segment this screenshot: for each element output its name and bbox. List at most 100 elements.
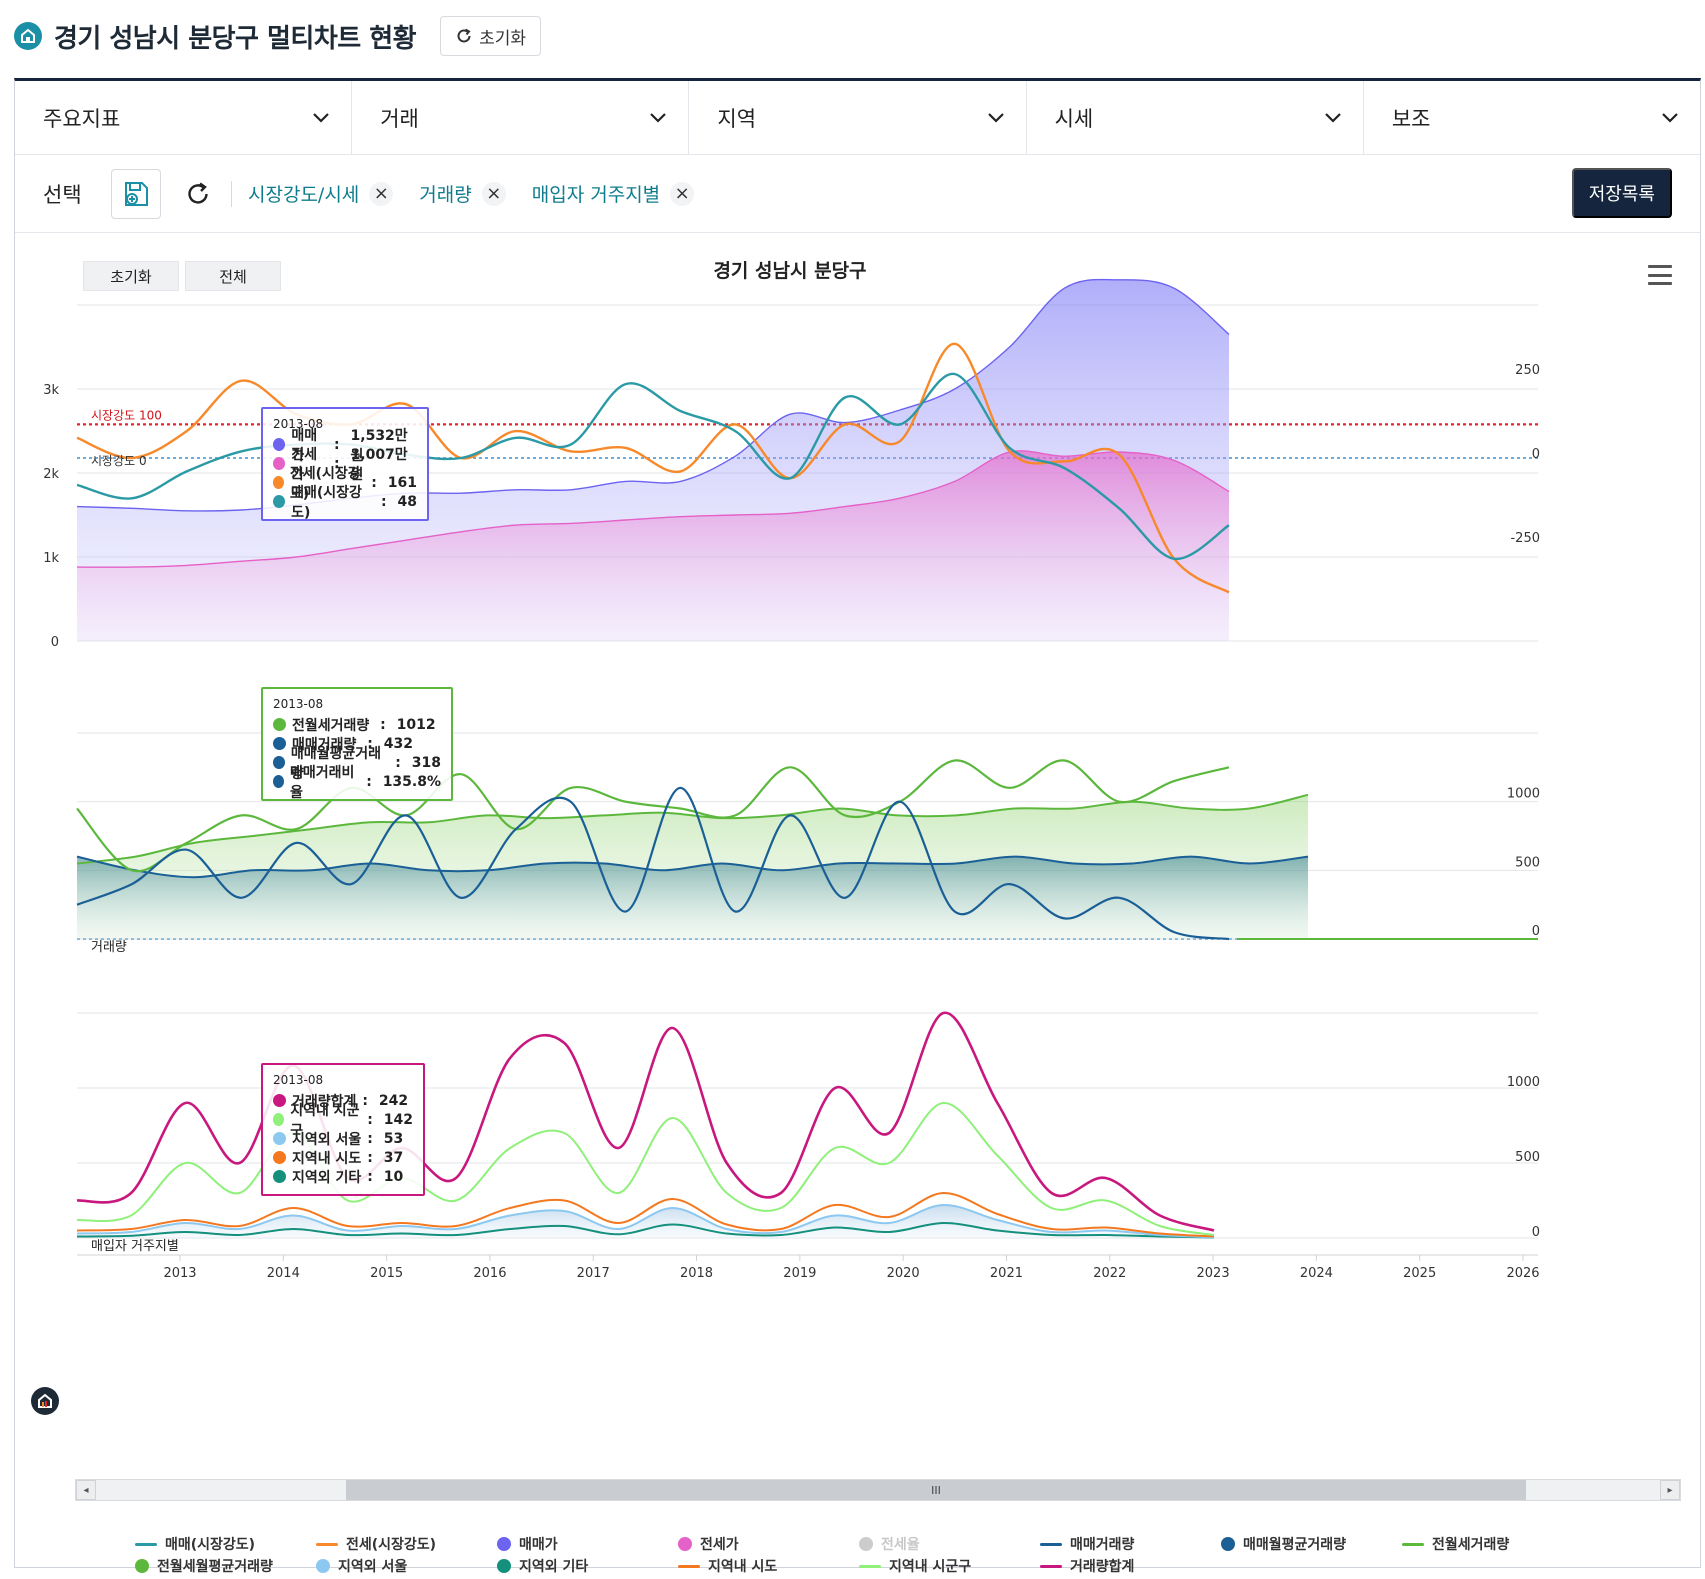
legend-label: 매매월평균거래량 bbox=[1243, 1537, 1347, 1553]
tooltip-label: 지역내 시군구 bbox=[290, 1102, 360, 1139]
y-tick-label-right: 1000 bbox=[1507, 787, 1540, 802]
legend-item[interactable]: 매매월평균거래량 bbox=[1221, 1533, 1402, 1555]
legend-item[interactable]: 지역내 시군구 bbox=[859, 1555, 1040, 1577]
scroll-thumb[interactable]: III bbox=[346, 1480, 1526, 1500]
close-icon[interactable]: × bbox=[670, 181, 695, 206]
y-tick-label-left: 0 bbox=[51, 635, 59, 650]
title-bar: 경기 성남시 분당구 멀티차트 현황 초기화 bbox=[14, 14, 542, 58]
legend-label: 매매거래량 bbox=[1070, 1537, 1135, 1553]
chart-scrollbar[interactable]: ◂ III ▸ bbox=[75, 1479, 1681, 1501]
chart-all-button[interactable]: 전체 bbox=[185, 261, 281, 291]
tooltip-value: 135.8% bbox=[382, 773, 441, 790]
tooltip-value: 242 bbox=[378, 1092, 409, 1109]
legend-item[interactable]: 전세(시장강도) bbox=[316, 1533, 497, 1555]
menu-item-label: 보조 bbox=[1391, 106, 1431, 131]
legend-dot-marker bbox=[1221, 1537, 1235, 1551]
tooltip-value: 142 bbox=[383, 1111, 413, 1128]
legend-line-marker bbox=[1040, 1564, 1062, 1568]
menu-item-region[interactable]: 지역 bbox=[689, 81, 1027, 154]
tooltip-label: 전세가 bbox=[291, 446, 318, 483]
legend-item[interactable]: 지역외 서울 bbox=[316, 1555, 497, 1577]
saved-list-button[interactable]: 저장목록 bbox=[1571, 168, 1672, 218]
menu-item-label: 거래 bbox=[380, 106, 419, 131]
tooltip-label: 매매(시장강도) bbox=[291, 484, 362, 521]
series-marker-dot bbox=[273, 476, 284, 489]
x-tick-label: 2025 bbox=[1403, 1266, 1436, 1281]
legend-item[interactable]: 매매(시장강도) bbox=[135, 1533, 316, 1555]
panel-label: 매입자 거주지별 bbox=[91, 1239, 179, 1254]
y-tick-label-right: 250 bbox=[1515, 363, 1540, 378]
y-tick-label-left: 3k bbox=[43, 383, 59, 398]
x-tick-label: 2021 bbox=[990, 1266, 1023, 1281]
legend-dot-marker bbox=[135, 1559, 149, 1573]
tooltip-value: 161 bbox=[387, 474, 417, 491]
scroll-right-arrow-icon[interactable]: ▸ bbox=[1660, 1480, 1680, 1500]
close-icon[interactable]: × bbox=[369, 181, 394, 206]
x-tick-label: 2024 bbox=[1300, 1266, 1333, 1281]
menu-item-price[interactable]: 시세 bbox=[1027, 81, 1364, 154]
legend-item[interactable]: 거래량합계 bbox=[1040, 1555, 1221, 1577]
reset-button[interactable]: 초기화 bbox=[440, 16, 542, 56]
legend-item[interactable]: 전월세거래량 bbox=[1402, 1533, 1583, 1555]
tooltip-label: 지역외 서울 bbox=[292, 1131, 362, 1148]
series-area bbox=[77, 450, 1229, 641]
y-tick-label-right: 0 bbox=[1532, 924, 1540, 939]
series-marker-dot bbox=[273, 775, 284, 788]
legend-dot-marker bbox=[497, 1559, 511, 1573]
scroll-left-arrow-icon[interactable]: ◂ bbox=[76, 1480, 96, 1500]
save-selection-button[interactable] bbox=[111, 168, 161, 219]
chip-label: 거래량 bbox=[419, 184, 472, 206]
legend-label: 지역외 기타 bbox=[519, 1559, 589, 1575]
tooltip-price: 2013-08 매매가: 1,532만원 전세가: 1,007만원 전세(시장강… bbox=[261, 407, 429, 521]
legend-line-marker bbox=[1402, 1542, 1424, 1546]
tooltip-label: 매매거래량 bbox=[292, 736, 357, 753]
series-line bbox=[76, 1203, 1215, 1239]
legend-label: 지역내 시군구 bbox=[889, 1559, 972, 1575]
tooltip-value: 1,532만원 bbox=[350, 427, 408, 464]
menu-item-trade[interactable]: 거래 bbox=[352, 81, 690, 154]
legend-label: 거래량합계 bbox=[1070, 1559, 1135, 1575]
tooltip-buyer: 2013-08 거래량합계: 242 지역내 시군구: 142 지역외 서울: … bbox=[261, 1063, 425, 1196]
tooltip-value: 10 bbox=[383, 1168, 404, 1185]
legend-label: 전세가 bbox=[700, 1537, 739, 1553]
tooltip-label: 전세(시장강도) bbox=[289, 465, 361, 502]
legend-line-marker bbox=[678, 1564, 700, 1568]
legend-line-marker bbox=[316, 1542, 338, 1546]
close-icon[interactable]: × bbox=[481, 181, 506, 206]
chip-market-price: 시장강도/시세 × bbox=[248, 180, 394, 207]
chart-title: 경기 성남시 분당구 bbox=[713, 260, 866, 282]
home-icon[interactable] bbox=[14, 22, 42, 50]
legend-dot-marker bbox=[859, 1537, 873, 1551]
tooltip-value: 48 bbox=[397, 493, 417, 510]
tooltip-date: 2013-08 bbox=[273, 417, 324, 431]
legend-item[interactable]: 지역외 기타 bbox=[497, 1555, 678, 1577]
legend-item[interactable]: 전세율 bbox=[859, 1533, 1040, 1555]
menu-item-aux[interactable]: 보조 bbox=[1364, 81, 1700, 154]
legend-item[interactable]: 지역내 시도 bbox=[678, 1555, 859, 1577]
menu-item-main[interactable]: 주요지표 bbox=[15, 81, 353, 154]
menu-icon[interactable] bbox=[1648, 265, 1672, 285]
y-tick-label-right: 0 bbox=[1532, 447, 1540, 462]
tooltip-row: 지역내 시도: 37 bbox=[273, 1148, 413, 1167]
legend-item[interactable]: 전세가 bbox=[678, 1533, 859, 1555]
series-marker-dot bbox=[273, 438, 286, 451]
series-line bbox=[76, 786, 1230, 941]
refresh-selection-icon[interactable] bbox=[183, 179, 213, 209]
legend-line-marker bbox=[135, 1542, 157, 1546]
tooltip-row: 지역내 시군구: 142 bbox=[273, 1103, 413, 1139]
x-tick-label: 2017 bbox=[577, 1266, 610, 1281]
series-marker-dot bbox=[273, 1170, 286, 1183]
chevron-down-icon bbox=[650, 112, 667, 123]
y-tick-label-right: 500 bbox=[1515, 1150, 1540, 1165]
series-marker-dot bbox=[273, 1132, 286, 1145]
x-tick-label: 2026 bbox=[1506, 1266, 1539, 1281]
chip-buyer-residence: 매입자 거주지별 × bbox=[532, 180, 695, 207]
legend-item[interactable]: 매매가 bbox=[497, 1533, 678, 1555]
y-tick-label-right: 0 bbox=[1532, 1225, 1540, 1240]
legend-item[interactable]: 전월세월평균거래량 bbox=[135, 1555, 316, 1577]
legend-item[interactable]: 매매거래량 bbox=[1040, 1533, 1221, 1555]
reference-line-label: 시장강도 0 bbox=[91, 454, 147, 468]
refresh-icon bbox=[457, 28, 471, 43]
reference-line-label: 시장강도 100 bbox=[91, 408, 162, 422]
chart-reset-button[interactable]: 초기화 bbox=[83, 261, 179, 291]
